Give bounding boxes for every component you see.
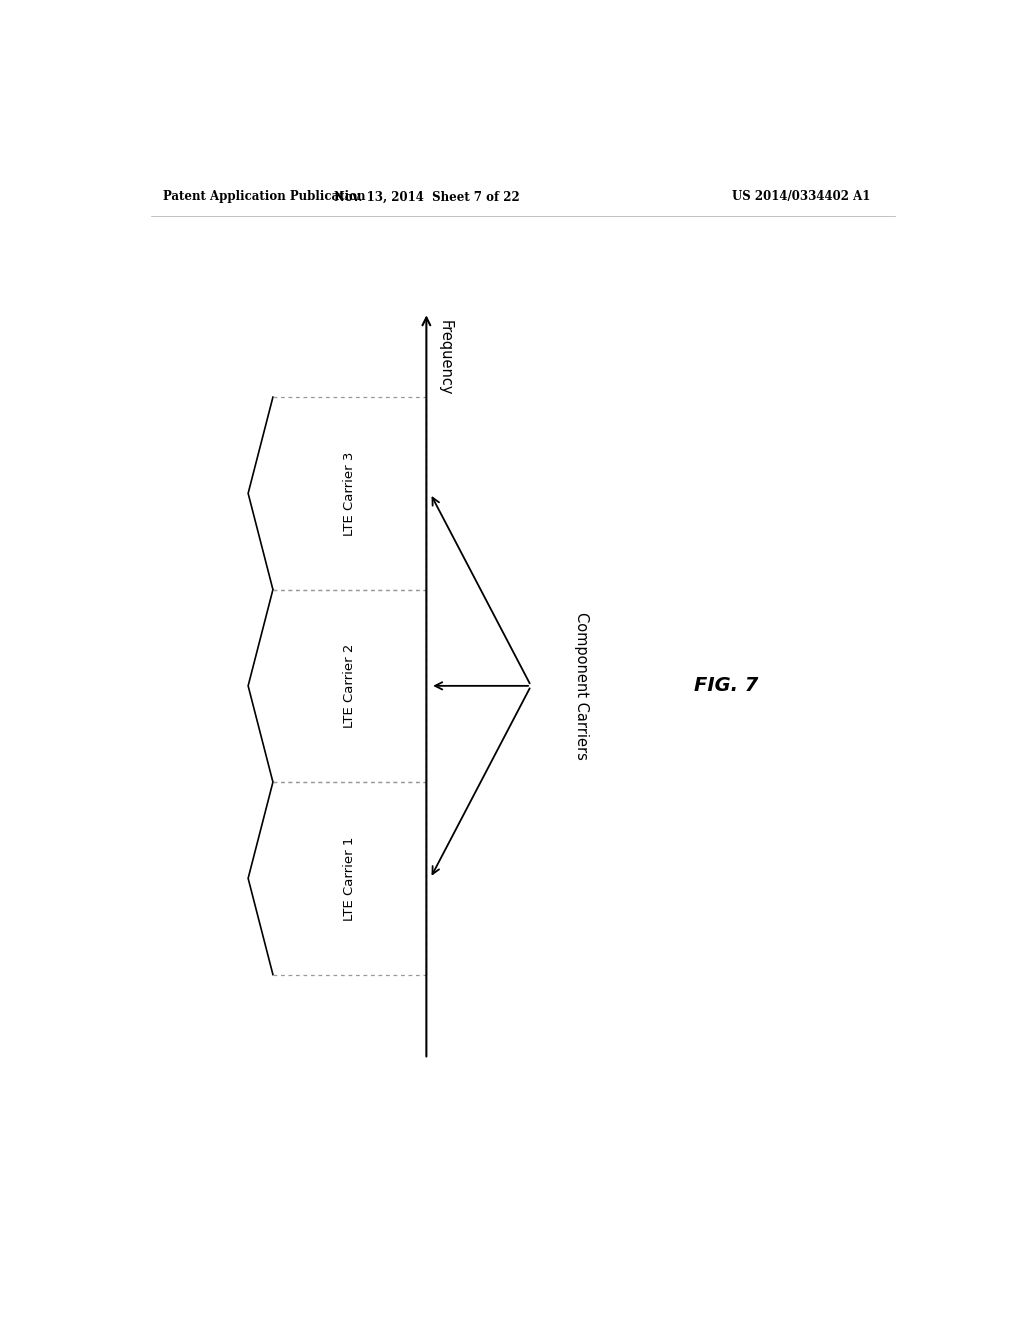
Text: Component Carriers: Component Carriers — [573, 612, 589, 760]
Text: Patent Application Publication: Patent Application Publication — [163, 190, 366, 203]
Text: Frequency: Frequency — [438, 321, 453, 396]
Text: LTE Carrier 1: LTE Carrier 1 — [343, 836, 356, 920]
Text: LTE Carrier 2: LTE Carrier 2 — [343, 644, 356, 729]
Text: FIG. 7: FIG. 7 — [693, 676, 758, 696]
Text: LTE Carrier 3: LTE Carrier 3 — [343, 451, 356, 536]
Text: US 2014/0334402 A1: US 2014/0334402 A1 — [732, 190, 870, 203]
Text: Nov. 13, 2014  Sheet 7 of 22: Nov. 13, 2014 Sheet 7 of 22 — [334, 190, 519, 203]
